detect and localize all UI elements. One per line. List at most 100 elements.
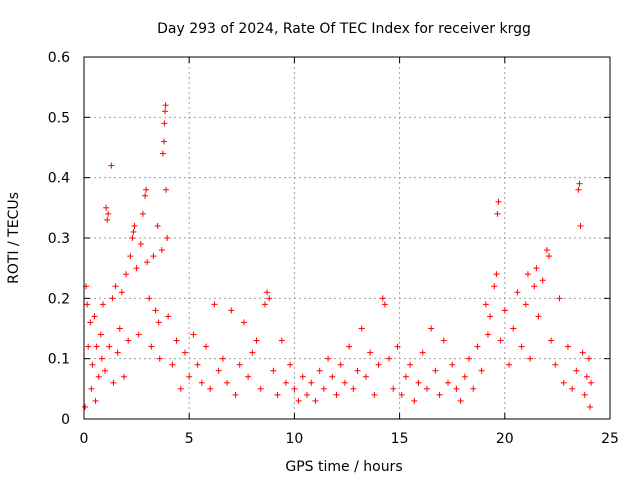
data-point — [91, 313, 98, 320]
data-point — [123, 271, 130, 278]
data-point — [304, 391, 311, 398]
data-point — [257, 385, 264, 392]
data-point — [114, 349, 121, 356]
data-point — [278, 337, 285, 344]
data-point — [341, 379, 348, 386]
data-point — [108, 162, 115, 169]
data-point — [84, 301, 91, 308]
data-point — [159, 150, 166, 157]
data-point — [506, 361, 513, 368]
data-point — [125, 337, 132, 344]
data-point — [423, 385, 430, 392]
data-point — [295, 397, 302, 404]
data-point — [375, 361, 382, 368]
data-point — [358, 325, 365, 332]
data-point — [535, 313, 542, 320]
data-point — [583, 373, 590, 380]
y-tick-label: 0.1 — [48, 352, 70, 368]
data-point — [93, 343, 100, 350]
data-point — [510, 325, 517, 332]
data-point — [163, 186, 170, 193]
data-point — [312, 397, 319, 404]
data-point — [215, 367, 222, 374]
data-point — [236, 361, 243, 368]
data-point — [160, 138, 167, 145]
data-point — [266, 295, 273, 302]
data-point — [139, 210, 146, 217]
data-point — [491, 283, 498, 290]
data-point — [474, 343, 481, 350]
data-point — [133, 265, 140, 272]
data-point — [569, 385, 576, 392]
data-point — [102, 367, 109, 374]
y-axis-title: ROTI / TECUs — [6, 192, 22, 284]
data-point — [219, 355, 226, 362]
data-point — [560, 379, 567, 386]
data-point — [381, 301, 388, 308]
data-point — [162, 102, 169, 109]
data-point — [88, 385, 95, 392]
data-point — [453, 385, 460, 392]
data-point — [106, 343, 113, 350]
data-point — [493, 271, 500, 278]
y-tick-label: 0.4 — [48, 171, 70, 187]
data-point — [436, 391, 443, 398]
data-point — [533, 265, 540, 272]
data-point — [350, 385, 357, 392]
data-point — [181, 349, 188, 356]
data-point — [245, 373, 252, 380]
data-point — [390, 385, 397, 392]
data-point — [249, 349, 256, 356]
data-point — [104, 216, 111, 223]
axis-ticks: 0 5 10 15 20 25 0 0.1 0.2 0.3 0.4 0.5 0.6 — [48, 50, 619, 447]
data-point — [371, 391, 378, 398]
data-point — [573, 367, 580, 374]
data-point — [411, 397, 418, 404]
data-point — [487, 313, 494, 320]
data-point — [449, 361, 456, 368]
x-tick-label: 25 — [601, 431, 619, 447]
data-point — [419, 349, 426, 356]
data-point — [282, 379, 289, 386]
data-point — [367, 349, 374, 356]
data-point — [155, 319, 162, 326]
data-point — [501, 307, 508, 314]
data-point — [587, 403, 594, 410]
data-point — [164, 235, 171, 241]
grid-lines — [84, 57, 610, 419]
data-point — [274, 391, 281, 398]
data-point — [379, 295, 386, 302]
data-point — [130, 228, 137, 235]
data-point — [548, 337, 555, 344]
data-point — [177, 385, 184, 392]
data-point — [398, 391, 405, 398]
data-point — [333, 391, 340, 398]
data-point — [92, 397, 99, 404]
data-point — [118, 289, 125, 296]
data-point — [585, 355, 592, 362]
data-point — [89, 361, 96, 368]
data-point — [137, 241, 144, 248]
data-point — [457, 397, 464, 404]
data-point — [99, 301, 106, 308]
data-point — [161, 120, 168, 127]
data-point — [564, 343, 571, 350]
data-point — [581, 391, 588, 398]
data-point — [577, 222, 584, 229]
data-point — [270, 367, 277, 374]
data-point — [495, 198, 502, 205]
data-point — [143, 186, 150, 193]
data-point — [135, 331, 142, 338]
data-point — [394, 343, 401, 350]
data-point — [186, 373, 193, 380]
data-point — [407, 361, 414, 368]
data-point — [103, 204, 110, 211]
data-point — [478, 367, 485, 374]
y-tick-label: 0.3 — [48, 231, 70, 247]
x-axis-title: GPS time / hours — [285, 459, 402, 475]
data-point — [461, 373, 468, 380]
data-point — [150, 253, 157, 260]
data-point — [146, 295, 153, 302]
data-point — [545, 253, 552, 260]
